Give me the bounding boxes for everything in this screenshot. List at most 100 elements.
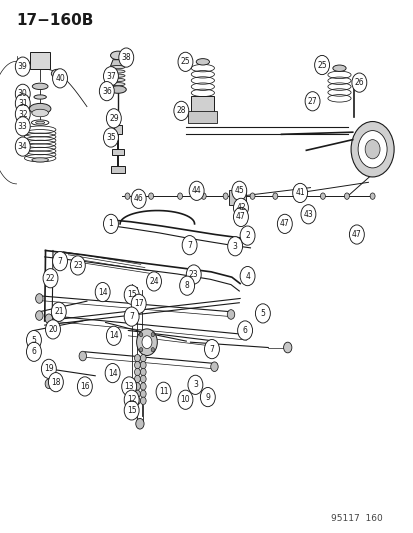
Circle shape — [344, 193, 349, 199]
Circle shape — [134, 361, 140, 369]
Circle shape — [181, 393, 189, 404]
Circle shape — [178, 390, 192, 409]
Circle shape — [357, 131, 386, 168]
Circle shape — [43, 269, 58, 288]
Circle shape — [200, 387, 215, 407]
Circle shape — [233, 198, 248, 217]
Text: 20: 20 — [48, 325, 58, 334]
FancyBboxPatch shape — [191, 96, 214, 112]
Text: 38: 38 — [121, 53, 131, 62]
Circle shape — [320, 193, 325, 199]
Text: 17−160B: 17−160B — [17, 13, 94, 28]
Text: 14: 14 — [109, 332, 119, 340]
Text: 41: 41 — [294, 189, 304, 197]
Ellipse shape — [31, 120, 49, 125]
Circle shape — [103, 214, 118, 233]
Ellipse shape — [110, 51, 125, 60]
Circle shape — [140, 361, 146, 369]
Circle shape — [124, 401, 139, 420]
Circle shape — [15, 84, 30, 103]
Circle shape — [159, 385, 167, 395]
Text: 30: 30 — [18, 90, 28, 98]
Ellipse shape — [32, 158, 48, 162]
FancyBboxPatch shape — [188, 111, 216, 123]
Circle shape — [135, 418, 144, 429]
Circle shape — [52, 69, 67, 88]
Circle shape — [15, 94, 30, 113]
Text: 23: 23 — [188, 270, 198, 279]
Text: 47: 47 — [235, 213, 245, 221]
Text: 33: 33 — [18, 122, 28, 131]
Circle shape — [201, 193, 206, 199]
Circle shape — [28, 346, 37, 358]
Circle shape — [124, 307, 139, 326]
Circle shape — [186, 265, 201, 284]
Circle shape — [140, 375, 146, 383]
FancyBboxPatch shape — [228, 190, 245, 205]
Text: 1: 1 — [108, 220, 113, 228]
Circle shape — [151, 333, 154, 337]
Ellipse shape — [111, 74, 125, 77]
Circle shape — [148, 193, 153, 199]
Circle shape — [134, 354, 140, 362]
Text: 4: 4 — [244, 272, 249, 280]
Text: 3: 3 — [192, 381, 197, 389]
FancyBboxPatch shape — [112, 149, 123, 155]
Text: 37: 37 — [106, 72, 116, 80]
Text: 5: 5 — [260, 309, 265, 318]
Circle shape — [124, 285, 139, 304]
Text: 16: 16 — [80, 382, 90, 391]
Circle shape — [204, 340, 219, 359]
Ellipse shape — [109, 86, 126, 93]
Circle shape — [121, 377, 136, 396]
Text: 24: 24 — [149, 277, 159, 286]
Text: 8: 8 — [184, 281, 189, 290]
FancyBboxPatch shape — [110, 166, 125, 173]
Text: 14: 14 — [107, 369, 117, 377]
Text: 29: 29 — [109, 114, 119, 123]
Circle shape — [51, 302, 66, 321]
Circle shape — [124, 390, 139, 409]
Circle shape — [106, 326, 121, 345]
Text: 31: 31 — [18, 99, 28, 108]
Circle shape — [364, 140, 379, 159]
Ellipse shape — [332, 65, 345, 71]
Ellipse shape — [111, 78, 125, 82]
Circle shape — [15, 117, 30, 136]
Text: 95117  160: 95117 160 — [330, 514, 382, 523]
Circle shape — [140, 368, 146, 376]
Text: 15: 15 — [126, 290, 136, 299]
Circle shape — [139, 348, 142, 352]
Circle shape — [146, 272, 161, 291]
Circle shape — [15, 137, 30, 156]
Circle shape — [240, 226, 254, 245]
FancyBboxPatch shape — [30, 52, 50, 69]
Circle shape — [99, 82, 114, 101]
Circle shape — [48, 373, 63, 392]
Text: 9: 9 — [205, 393, 210, 401]
Ellipse shape — [111, 83, 125, 86]
Ellipse shape — [32, 109, 48, 117]
Text: 47: 47 — [279, 220, 289, 228]
Circle shape — [26, 342, 41, 361]
Text: 6: 6 — [242, 326, 247, 335]
Text: 43: 43 — [303, 210, 313, 219]
Circle shape — [240, 266, 254, 286]
Circle shape — [295, 193, 300, 199]
Circle shape — [350, 122, 393, 177]
Circle shape — [304, 92, 319, 111]
Circle shape — [277, 214, 292, 233]
Text: 13: 13 — [124, 382, 134, 391]
Circle shape — [81, 382, 88, 392]
Ellipse shape — [34, 95, 46, 99]
Circle shape — [106, 109, 121, 128]
Text: 14: 14 — [97, 288, 107, 296]
Circle shape — [188, 375, 202, 394]
Circle shape — [134, 383, 140, 390]
Text: 11: 11 — [159, 387, 168, 396]
Circle shape — [156, 382, 171, 401]
Text: 36: 36 — [102, 87, 112, 95]
Circle shape — [191, 378, 199, 389]
Ellipse shape — [196, 59, 209, 65]
Circle shape — [95, 282, 110, 302]
